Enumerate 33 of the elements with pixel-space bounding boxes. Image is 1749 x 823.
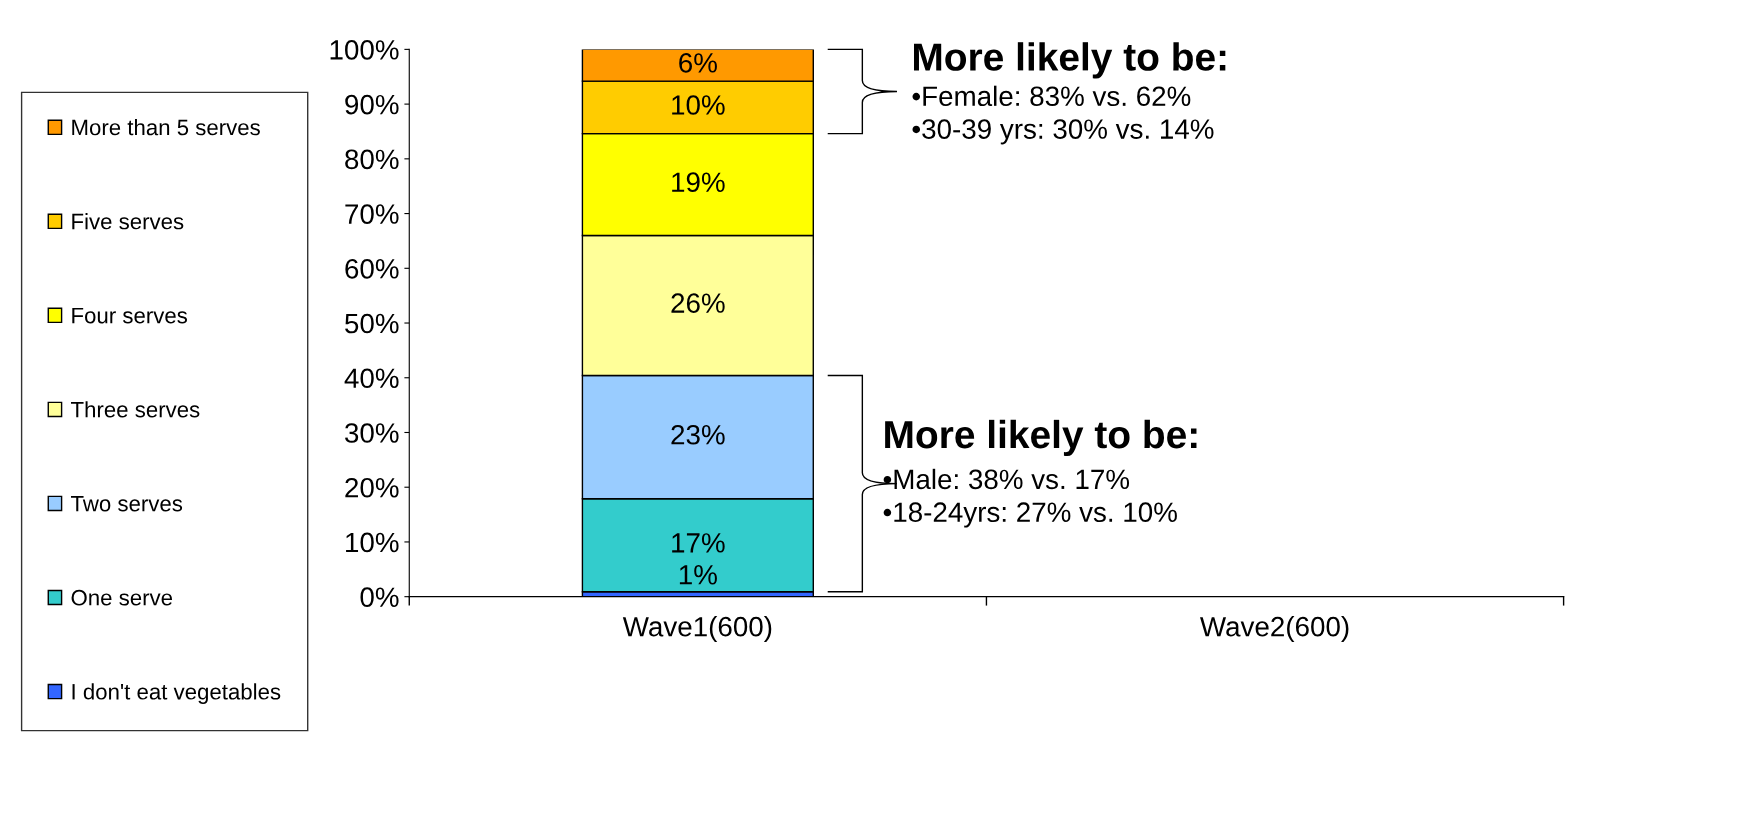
y-tick-label: 40%: [344, 368, 399, 389]
annotation: More likely to be:: [885, 419, 1197, 457]
data-label: 17%: [672, 533, 725, 553]
annotation: •18-24yrs: 27% vs. 10%: [883, 502, 1177, 528]
y-tick-label: 0%: [360, 587, 399, 608]
legend-label: Five serves: [72, 213, 184, 230]
y-tick-label: 90%: [345, 94, 399, 115]
y-tick-label: 100%: [330, 40, 399, 60]
annotation: •30-39 yrs: 30% vs. 14%: [912, 119, 1214, 145]
legend-label: Three serves: [70, 401, 200, 418]
y-tick-label: 80%: [345, 149, 399, 170]
x-tick-label: Wave1(600): [622, 616, 772, 642]
legend-label: Two serves: [70, 496, 183, 512]
data-label: 6%: [679, 53, 717, 73]
y-tick-label: 50%: [345, 313, 399, 334]
data-label: 1%: [679, 565, 717, 585]
y-tick-label: 30%: [345, 423, 399, 443]
annotation: More likely to be:: [914, 42, 1226, 79]
legend-label: Four serves: [72, 307, 188, 324]
annotation: •Male: 38% vs. 17%: [883, 468, 1130, 490]
legend-label: More than 5 serves: [72, 119, 260, 136]
y-tick-label: 20%: [345, 477, 399, 498]
x-tick-label: Wave2(600): [1200, 616, 1349, 642]
data-label: 23%: [671, 424, 725, 445]
data-label: 10%: [672, 95, 725, 115]
legend-label: One serve: [71, 589, 173, 606]
data-label: 26%: [671, 293, 725, 313]
y-tick-label: 70%: [345, 204, 399, 224]
y-tick-label: 60%: [345, 258, 399, 279]
y-tick-label: 10%: [346, 532, 399, 553]
data-label: 19%: [672, 172, 725, 193]
legend-label: I don't eat vegetables: [72, 683, 281, 704]
annotation: •Female: 83% vs. 62%: [912, 85, 1191, 107]
